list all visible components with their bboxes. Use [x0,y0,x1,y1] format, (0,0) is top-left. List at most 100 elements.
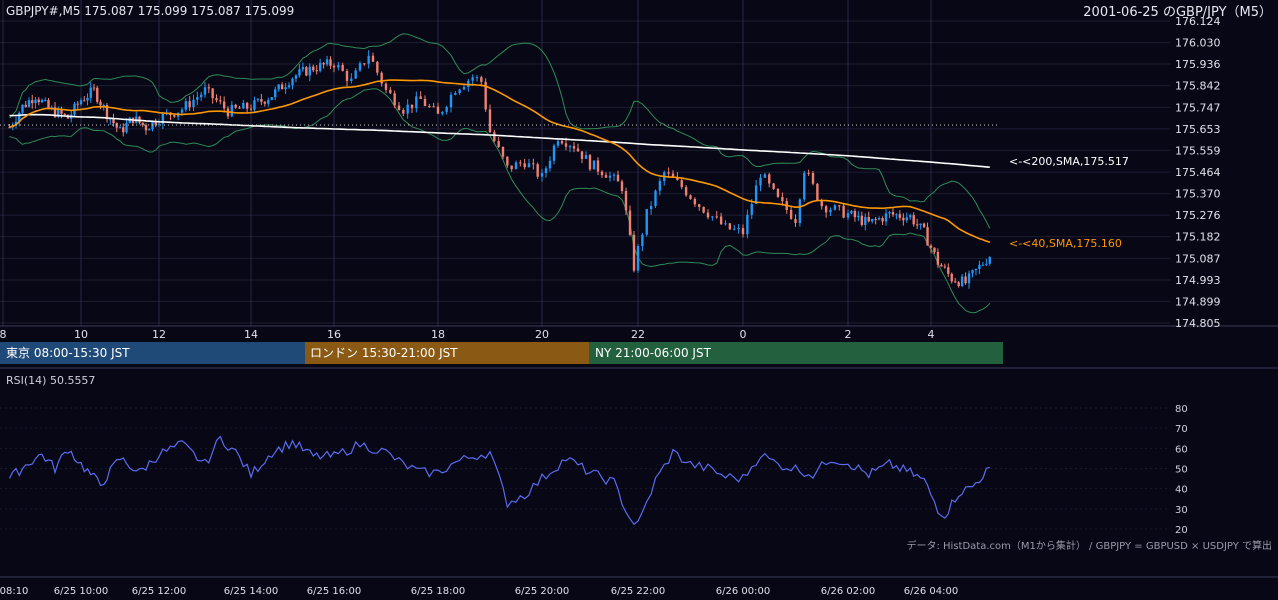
candle-body [853,210,857,218]
candle-body [325,59,329,65]
candle-body [919,223,922,225]
price-tick-label: 175.182 [1175,231,1221,244]
candle-body [600,171,604,176]
candle-body [267,99,270,104]
candle-body [441,111,444,114]
session-ny-label: NY 21:00-06:00 JST [595,346,712,360]
candle-body [981,264,985,266]
candle-body [702,206,705,213]
date-tick-label: 6/25 10:00 [54,586,108,597]
date-tick-label: 6/26 02:00 [821,586,875,597]
candle-body [363,63,366,65]
candle-body [706,212,710,218]
candle-body [592,160,596,170]
rsi-axis: 80 70 60 50 40 30 20 [1175,404,1188,536]
hour-tick-label: 0 [740,328,747,341]
candle-body [926,227,929,246]
rsi-label: RSI(14) 50.5557 [6,374,95,387]
candle-body [584,155,588,159]
symbol-info: GBPJPY#,M5 175.087 175.099 175.087 175.0… [6,4,294,18]
candle-body [807,172,810,174]
candle-body [397,105,401,111]
candle-body [580,151,584,159]
bollinger-bands [9,33,991,314]
candle-body [902,217,905,221]
candle-body [497,141,500,147]
candle-body [294,75,298,79]
candle-body [449,94,453,108]
candle-body [256,99,260,101]
candle-body [540,172,544,177]
candle-body [318,62,322,71]
hour-tick-label: 16 [327,328,341,341]
candle-body [957,282,960,287]
candle-body [967,273,971,284]
candle-body [552,145,556,161]
candle-body [527,163,531,168]
candle-body [203,87,207,95]
rsi-tick-label: 40 [1175,485,1188,496]
candle-body [89,87,92,98]
candle-body [596,160,600,172]
candle-body [544,168,548,173]
candle-body [947,267,950,274]
candle-body [312,66,315,71]
sma200-line [9,113,990,168]
candle-body [846,213,850,218]
price-tick-label: 175.559 [1175,144,1221,157]
rsi-tick-label: 20 [1175,525,1188,536]
candle-body [632,234,636,271]
candle-body [641,234,644,246]
candle-body [367,55,370,64]
candle-body [277,84,280,90]
candle-body [154,121,157,125]
candle-body [649,206,653,210]
candle-body [488,109,492,133]
candle-body [480,77,483,82]
candle-body [24,104,27,107]
candle-body [122,127,125,133]
candle-body [988,257,991,264]
candle-body [824,206,828,213]
candle-body [523,163,526,168]
candle-body [698,204,701,207]
candle-body [794,218,797,224]
hour-tick-label: 14 [244,328,258,341]
candle-body [572,146,576,149]
candle-body [76,103,79,105]
session-tokyo-label: 東京 08:00-15:30 JST [6,346,130,360]
candle-body [454,93,457,95]
candle-body [746,214,749,235]
date-tick-label: 6/26 04:00 [904,586,958,597]
candle-body [954,281,957,283]
date-tick-label: 6/25 12:00 [132,586,186,597]
candle-body [781,197,784,202]
candle-body [337,64,340,68]
hour-tick-label: 10 [74,328,88,341]
date-tick-label: 6/25 14:00 [224,586,278,597]
price-tick-label: 176.124 [1175,15,1221,28]
candle-body [750,203,753,215]
candle-body [249,108,253,110]
candle-body [604,175,608,178]
candle-body [234,104,237,108]
candle-body [536,164,539,177]
candle-body [560,141,564,144]
candle-body [711,216,714,218]
candle-body [929,245,933,248]
candle-body [754,185,758,204]
candle-body [842,205,845,218]
candle-body [31,100,34,104]
candle-body [345,71,349,81]
price-tick-label: 174.993 [1175,274,1221,287]
candle-body [850,210,853,214]
candle-body [776,188,780,198]
candle-body [811,173,815,184]
candle-body [636,245,640,271]
session-bar: 東京 08:00-15:30 JST ロンドン 15:30-21:00 JST … [0,342,1003,364]
candle-body [419,96,422,99]
candle-body [60,109,63,114]
price-tick-label: 175.747 [1175,101,1221,114]
candle-body [891,212,895,215]
candle-body [484,81,487,110]
